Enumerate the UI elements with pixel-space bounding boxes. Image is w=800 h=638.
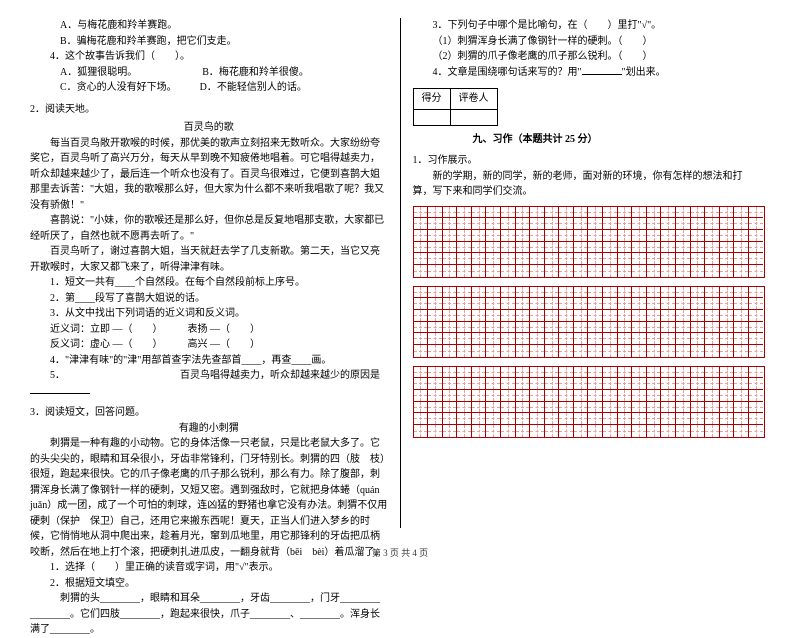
r-q4: 4．文章是围绕哪句话来写的？用" "划出来。 (413, 65, 771, 81)
right-column: 3．下列句子中哪个是比喻句，在（ ）里打"√"。 （1）刺猬浑身长满了像钢针一样… (401, 18, 771, 528)
q3-opt-b: B．骗梅花鹿和羚羊赛跑，把它们支走。 (30, 34, 388, 50)
passage1-para2: 喜鹊说："小妹，你的歌喉还是那么好，但你总是反复地唱那支歌，大家都已经听厌了，自… (30, 213, 388, 244)
passage2-title: 有趣的小刺猬 (30, 421, 388, 437)
passage1-para1: 每当百灵鸟敞开歌喉的时候，那优美的歌声立刻招来无数听众。大家纷纷夸奖它，百灵鸟听… (30, 136, 388, 214)
section-9-title: 九、习作（本题共计 25 分） (413, 132, 771, 148)
p1-q5-text: 百灵鸟唱得越卖力，听众却越来越少的原因是 (180, 370, 380, 381)
r-q4b: "划出来。 (622, 67, 666, 78)
score-cell-1[interactable] (413, 109, 450, 125)
r-q4a: 4．文章是围绕哪句话来写的？用" (433, 67, 582, 78)
q4-opts-row1: A．狐狸很聪明。 B．梅花鹿和羚羊很傻。 (30, 65, 388, 81)
p2-q2: 2．根据短文填空。 (30, 576, 388, 592)
q4-opt-d: D．不能轻信别人的话。 (200, 82, 307, 93)
writing-grid-1[interactable] (413, 206, 765, 278)
p2-q2a: 刺猬的头________，眼睛和耳朵________，牙齿________，门牙… (30, 591, 388, 607)
r-q3b: （2）刺猬的爪子像老鹰的爪子那么锐利。（ ） (413, 49, 771, 65)
sec9-text: 九、习作（本题共计 25 分） (473, 132, 598, 148)
p2-q2b: ________。它们四肢________，跑起来很快，爪子________、_… (30, 607, 388, 638)
p1-q5-num: 5． (50, 370, 65, 381)
p1-q5-blank (30, 384, 388, 400)
p1-q4: 4．"津津有味"的"津"用部首查字法先查部首____，再查____画。 (30, 353, 388, 369)
q4-opt-b: B．梅花鹿和羚羊很傻。 (202, 67, 309, 78)
r-q3a: （1）刺猬浑身长满了像钢针一样的硬刺。（ ） (413, 34, 771, 50)
q4-stem: 4．这个故事告诉我们（ ）。 (30, 49, 388, 65)
section-2-title: 2．阅读天地。 (30, 102, 388, 118)
p1-q1: 1．短文一共有____个自然段。在每个自然段前标上序号。 (30, 275, 388, 291)
passage2-para1: 刺猬是一种有趣的小动物。它的身体活像一只老鼠，只是比老鼠大多了。它的头尖尖的，眼… (30, 436, 388, 560)
q3-opt-a: A．与梅花鹿和羚羊赛跑。 (30, 18, 388, 34)
writing-grids (413, 206, 771, 438)
task1-title: 1．习作展示。 (413, 153, 771, 169)
writing-grid-2[interactable] (413, 286, 765, 358)
p2-q1: 1．选择（ ）里正确的读音或字词，用"√"表示。 (30, 560, 388, 576)
q4-opts-row2: C．贪心的人没有好下场。 D．不能轻信别人的话。 (30, 80, 388, 96)
passage1-title: 百灵鸟的歌 (30, 120, 388, 136)
q4-opt-c: C．贪心的人没有好下场。 (60, 82, 177, 93)
writing-grid-3[interactable] (413, 366, 765, 438)
r-q3: 3．下列句子中哪个是比喻句，在（ ）里打"√"。 (413, 18, 771, 34)
score-table: 得分 评卷人 (413, 88, 498, 126)
passage1-para3: 百灵鸟听了，谢过喜鹊大姐，当天就赶去学了几支新歌。第二天，当它又亮开歌喉时，大家… (30, 244, 388, 275)
score-header-marker: 评卷人 (450, 89, 497, 110)
score-cell-2[interactable] (450, 109, 497, 125)
task1-body: 新的学期，新的同学，新的老师，面对新的环境，你有怎样的想法和打 算，写下来和同学… (413, 169, 771, 200)
section-3-title: 3．阅读短文，回答问题。 (30, 405, 388, 421)
p1-q3b: 反义词：虚心 —（ ） 高兴 —（ ） (30, 337, 388, 353)
p1-q5: 5． 百灵鸟唱得越卖力，听众却越来越少的原因是 (30, 368, 388, 384)
score-header-score: 得分 (413, 89, 450, 110)
p1-q3: 3．从文中找出下列词语的近义词和反义词。 (30, 306, 388, 322)
left-column: A．与梅花鹿和羚羊赛跑。 B．骗梅花鹿和羚羊赛跑，把它们支走。 4．这个故事告诉… (30, 18, 401, 528)
q4-opt-a: A．狐狸很聪明。 (60, 67, 137, 78)
page-footer: 第 3 页 共 4 页 (0, 546, 800, 559)
p1-q2: 2．第____段写了喜鹊大姐说的话。 (30, 291, 388, 307)
p1-q3a: 近义词：立即 —（ ） 表扬 —（ ） (30, 322, 388, 338)
